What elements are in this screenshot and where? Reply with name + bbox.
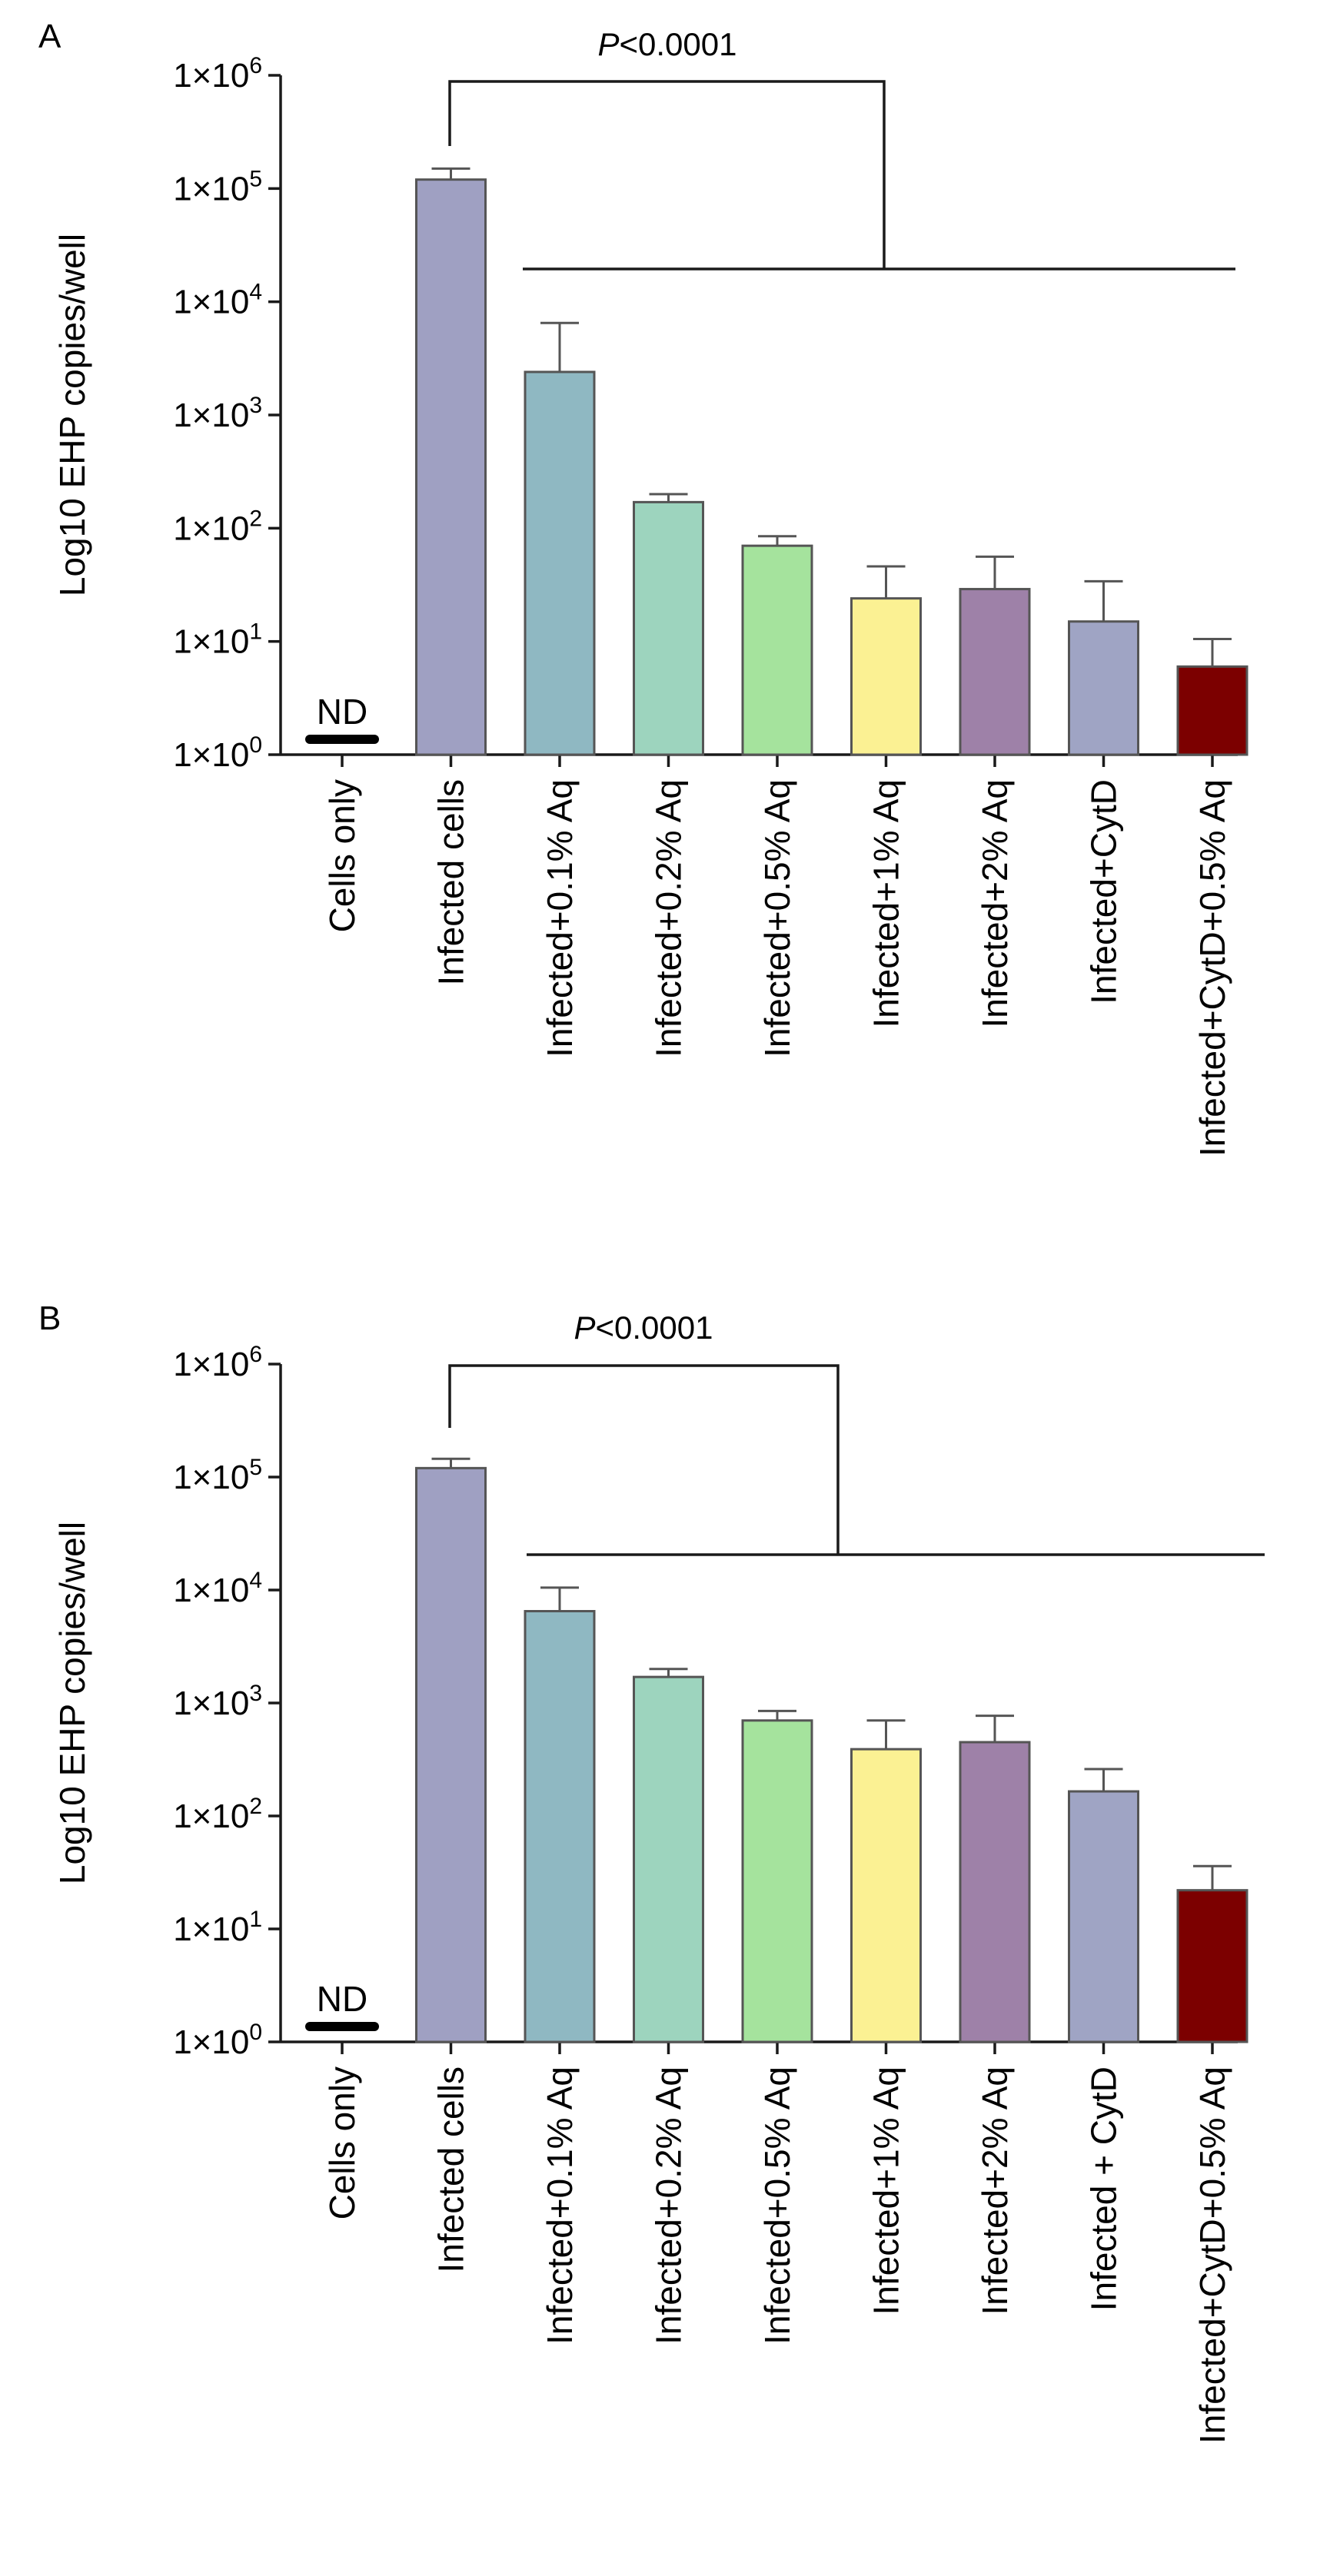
nd-label: ND: [317, 692, 367, 732]
y-tick-label: 1×106: [173, 1342, 262, 1383]
y-tick-label: 1×103: [173, 393, 262, 434]
nd-label: ND: [317, 1979, 367, 2019]
y-axis-label: Log10 EHP copies/well: [52, 234, 92, 596]
y-tick-label: 1×104: [173, 1568, 262, 1609]
bar: [959, 1741, 1031, 2043]
x-tick-label: Infected + CytD: [1084, 2066, 1124, 2311]
bar: [850, 1748, 922, 2043]
y-tick-label: 1×102: [173, 506, 262, 547]
bar: [959, 588, 1031, 756]
panel-label: A: [38, 18, 62, 55]
x-tick-label: Infected cells: [431, 2066, 471, 2272]
y-axis-label: Log10 EHP copies/well: [52, 1522, 92, 1884]
bar: [1068, 620, 1139, 756]
y-tick-label: 1×105: [173, 166, 262, 207]
significance-bracket: [448, 80, 886, 269]
chart-panel-a: A 1×100 1×101 1×102 1×103 1×104 1×105 1×106 Log1…: [38, 18, 1249, 1157]
y-tick-label: 1×102: [173, 1794, 262, 1835]
y-tick-label: 1×101: [173, 1907, 262, 1948]
y-tick-label: 1×101: [173, 619, 262, 661]
y-tick-label: 1×106: [173, 53, 262, 95]
x-tick-label: Infected+0.2% Aq: [649, 779, 689, 1057]
x-tick-label: Infected cells: [431, 779, 471, 985]
bar: [741, 544, 813, 756]
x-tick-label: Cells only: [322, 2066, 362, 2219]
chart-panel-b: B 1×100 1×101 1×102 1×103 1×104 1×105 1×106 Log1…: [38, 1300, 1265, 2444]
bar: [850, 597, 922, 756]
y-tick-label: 1×100: [173, 732, 262, 774]
bar: [633, 1675, 704, 2043]
x-tick-label: Infected+1% Aq: [866, 2066, 906, 2315]
x-tick-label: Infected+0.5% Aq: [757, 779, 797, 1057]
bar: [1176, 665, 1249, 756]
bar: [633, 500, 704, 756]
x-tick-label: Infected+0.1% Aq: [540, 2066, 580, 2345]
x-tick-label: Infected+CytD: [1084, 779, 1124, 1004]
significance-bracket: [448, 1364, 840, 1555]
bar: [524, 370, 596, 756]
bar: [524, 1610, 596, 2043]
significance-label: P<0.0001: [574, 1310, 713, 1346]
x-tick-label: Infected+0.1% Aq: [540, 779, 580, 1057]
panels: A 1×100 1×101 1×102 1×103 1×104 1×105 1×106 Log1…: [38, 18, 1265, 2444]
x-tick-label: Cells only: [322, 779, 362, 932]
significance-label: P<0.0001: [597, 26, 736, 62]
y-tick-label: 1×104: [173, 280, 262, 321]
x-tick-label: Infected+2% Aq: [975, 2066, 1015, 2315]
x-tick-label: Infected+1% Aq: [866, 779, 906, 1028]
x-tick-label: Infected+CytD+0.5% Aq: [1192, 779, 1232, 1157]
bar: [741, 1719, 813, 2043]
bar: [415, 178, 487, 756]
x-tick-label: Infected+0.2% Aq: [649, 2066, 689, 2345]
panel-label: B: [38, 1300, 61, 1337]
x-tick-label: Infected+0.5% Aq: [757, 2066, 797, 2345]
y-tick-label: 1×100: [173, 2020, 262, 2061]
bar: [1176, 1889, 1249, 2043]
y-tick-label: 1×103: [173, 1681, 262, 1722]
bar: [1068, 1790, 1139, 2043]
x-tick-label: Infected+CytD+0.5% Aq: [1192, 2066, 1232, 2444]
bar: [415, 1466, 487, 2043]
y-tick-label: 1×105: [173, 1455, 262, 1496]
x-tick-label: Infected+2% Aq: [975, 779, 1015, 1028]
